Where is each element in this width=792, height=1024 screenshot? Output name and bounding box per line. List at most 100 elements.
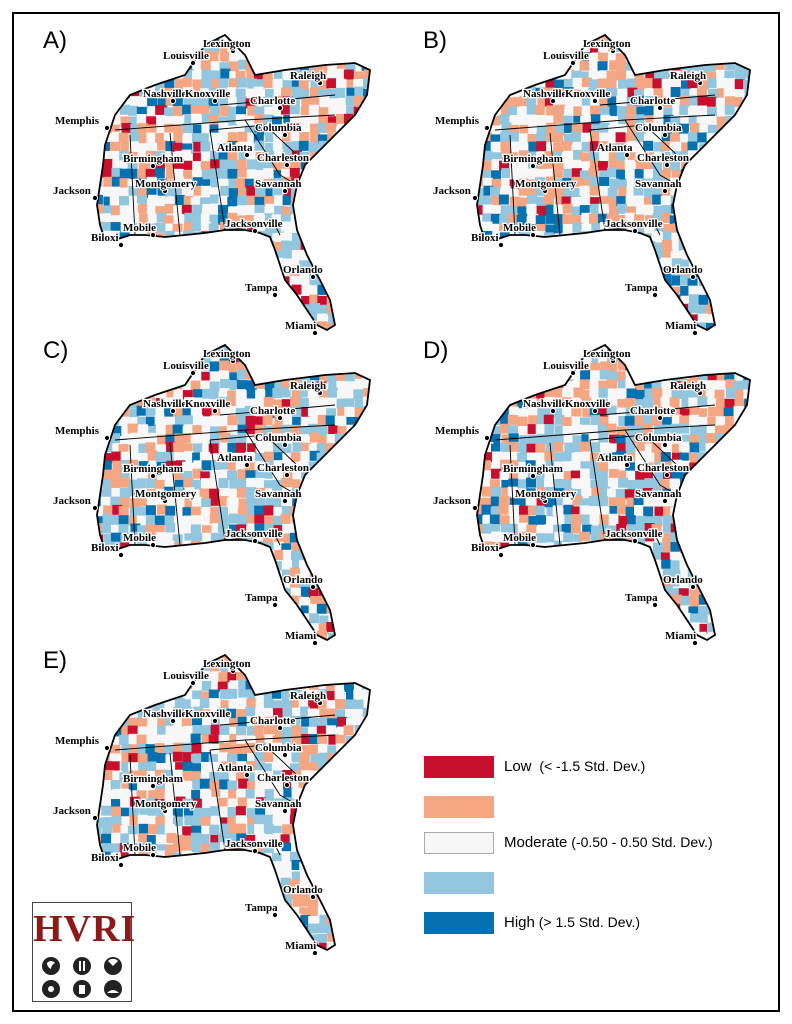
county-cell: [164, 630, 175, 640]
county-cell: [598, 630, 609, 640]
county-cell: [301, 284, 312, 295]
county-cell: [752, 142, 755, 152]
county-cell: [138, 42, 149, 53]
county-cell: [210, 268, 221, 279]
county-cell: [572, 495, 583, 506]
county-cell: [109, 345, 120, 347]
county-cell: [579, 185, 590, 196]
county-cell: [500, 389, 511, 400]
county-cell: [599, 369, 610, 380]
county-cell: [280, 614, 291, 625]
county-cell: [264, 561, 275, 572]
county-cell: [609, 60, 620, 71]
county-cell: [192, 169, 203, 180]
county-cell: [146, 142, 157, 153]
county-cell: [698, 371, 709, 382]
county-cell: [361, 321, 370, 330]
county-cell: [103, 559, 114, 570]
county-cell: [310, 223, 321, 234]
county-cell: [272, 161, 283, 172]
county-cell: [562, 223, 573, 234]
county-cell: [237, 195, 248, 206]
county-cell: [97, 79, 102, 90]
county-cell: [227, 294, 238, 305]
county-cell: [226, 257, 237, 268]
county-cell: [103, 505, 114, 516]
county-cell: [254, 505, 265, 516]
county-cell: [200, 213, 211, 224]
county-cell: [510, 115, 521, 126]
county-cell: [101, 612, 112, 623]
county-cell: [281, 543, 292, 554]
county-cell: [499, 43, 510, 54]
county-cell: [589, 79, 600, 90]
county-cell: [706, 158, 717, 169]
county-cell: [716, 196, 727, 207]
county-cell: [292, 442, 303, 453]
county-cell: [228, 603, 239, 614]
county-cell: [201, 406, 212, 417]
county-cell: [200, 161, 211, 172]
county-cell: [219, 35, 230, 45]
county-cell: [83, 69, 93, 79]
county-cell: [237, 603, 248, 614]
county-cell: [642, 361, 653, 372]
county-cell: [310, 533, 321, 544]
county-cell: [706, 115, 717, 126]
county-cell: [519, 345, 530, 354]
county-cell: [498, 79, 509, 90]
county-cell: [635, 149, 646, 160]
county-cell: [173, 302, 184, 313]
county-cell: [200, 360, 211, 371]
county-cell: [742, 613, 750, 624]
county-cell: [184, 250, 195, 261]
county-cell: [334, 196, 345, 207]
county-cell: [220, 460, 231, 471]
city-marker-memphis: [103, 124, 111, 132]
county-cell: [120, 622, 131, 633]
county-cell: [237, 655, 248, 657]
county-cell: [373, 152, 375, 162]
county-cell: [372, 276, 375, 286]
county-cell: [109, 371, 120, 382]
county-cell: [544, 96, 555, 107]
county-cell: [209, 480, 220, 491]
county-cell: [572, 613, 583, 624]
county-cell: [138, 461, 149, 472]
county-cell: [156, 470, 167, 481]
county-cell: [247, 195, 258, 206]
county-cell: [671, 388, 682, 399]
county-cell: [109, 604, 120, 615]
county-cell: [209, 371, 220, 382]
county-cell: [118, 320, 129, 330]
county-cell: [644, 531, 655, 542]
county-cell: [191, 345, 202, 355]
county-cell: [362, 25, 372, 35]
county-cell: [219, 569, 230, 580]
county-cell: [372, 44, 375, 54]
county-cell: [237, 514, 248, 525]
county-cell: [181, 186, 192, 197]
county-cell: [690, 497, 701, 508]
county-cell: [85, 390, 95, 400]
county-cell: [301, 97, 312, 108]
county-cell: [362, 78, 370, 89]
county-cell: [211, 632, 222, 640]
county-cell: [553, 248, 564, 259]
county-cell: [526, 606, 537, 617]
county-cell: [172, 223, 183, 234]
county-cell: [707, 124, 718, 135]
city-marker-jackson: [471, 504, 479, 512]
county-cell: [282, 345, 293, 347]
county-cell: [752, 268, 755, 278]
county-cell: [291, 232, 302, 243]
county-cell: [254, 79, 265, 90]
county-cell: [708, 595, 719, 606]
county-cell: [343, 185, 354, 196]
state-boundary: [549, 132, 561, 236]
county-cell: [226, 87, 237, 98]
county-cell: [464, 150, 474, 160]
county-cell: [211, 453, 222, 464]
county-cell: [743, 459, 750, 470]
county-cell: [528, 314, 539, 325]
